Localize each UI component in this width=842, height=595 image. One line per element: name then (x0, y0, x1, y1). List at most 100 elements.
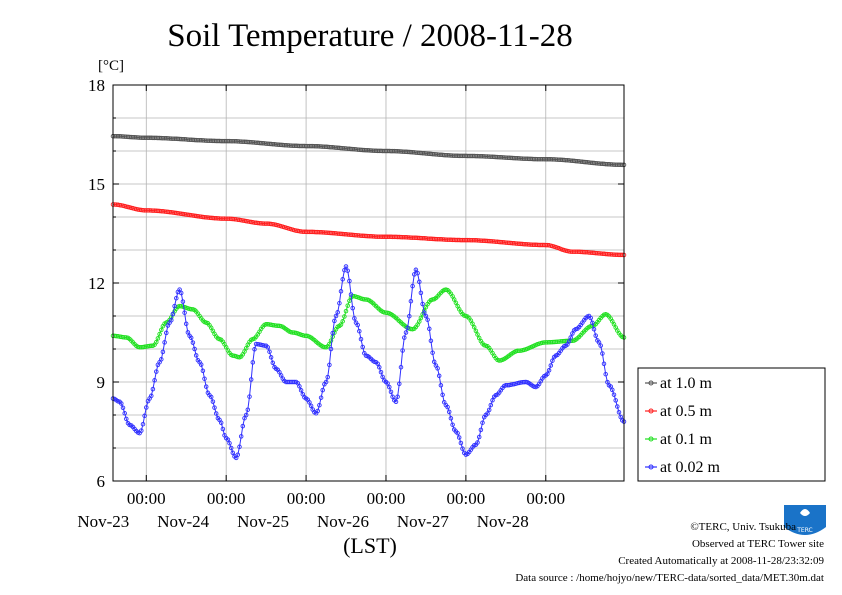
data-point (377, 365, 382, 370)
data-point (315, 408, 320, 414)
legend-box (637, 367, 826, 482)
data-point (417, 319, 422, 324)
data-point (212, 405, 217, 410)
data-point (169, 317, 174, 323)
data-point (262, 343, 267, 348)
data-point (415, 270, 420, 276)
data-point (220, 426, 226, 432)
legend-label: at 0.5 m (660, 403, 713, 420)
data-point (425, 317, 430, 322)
x-date-label: Nov-27 (397, 512, 449, 531)
y-tick-label: 9 (97, 373, 106, 392)
data-point (422, 310, 427, 315)
data-point (332, 318, 337, 324)
data-point (400, 348, 405, 353)
data-point (451, 297, 457, 302)
data-point (600, 351, 605, 356)
data-point (210, 399, 216, 404)
data-point (333, 313, 339, 319)
data-point (154, 339, 159, 345)
y-tick-label: 18 (88, 76, 105, 95)
data-point (307, 400, 312, 405)
data-point (190, 340, 196, 345)
data-point (213, 411, 219, 416)
footer-source: Data source : /home/hojyo/new/TERC-data/… (515, 572, 824, 584)
data-point (545, 371, 550, 377)
data-point (225, 437, 231, 442)
data-point (174, 295, 179, 301)
x-date-label: Nov-24 (157, 512, 209, 531)
data-point (119, 401, 124, 406)
data-point (427, 326, 432, 332)
data-point (601, 361, 607, 367)
data-point (243, 345, 249, 351)
data-point (317, 402, 322, 408)
data-point (267, 349, 272, 354)
data-point (185, 330, 191, 335)
data-point (200, 368, 206, 374)
data-point (202, 376, 207, 381)
y-axis-label: [°C] (98, 58, 124, 74)
logo-shield-icon (784, 505, 826, 535)
data-point (178, 290, 184, 296)
data-point (338, 289, 344, 294)
data-point (480, 420, 485, 425)
data-point (347, 278, 352, 284)
data-point (170, 311, 176, 317)
data-point (615, 404, 620, 409)
data-point (330, 330, 335, 336)
data-point (340, 277, 345, 282)
data-point (325, 374, 330, 380)
x-tick-label: 00:00 (526, 489, 565, 508)
data-point (588, 315, 593, 321)
data-point (453, 300, 459, 306)
x-tick-label: 00:00 (447, 489, 486, 508)
data-point (350, 305, 355, 311)
data-point (203, 384, 209, 389)
data-point (122, 411, 127, 416)
data-point (388, 389, 394, 395)
data-point (150, 386, 156, 392)
data-point (340, 319, 345, 324)
x-tick-label: 00:00 (207, 489, 246, 508)
data-point (240, 423, 246, 429)
data-point (403, 330, 409, 335)
legend-label: at 0.02 m (660, 459, 721, 476)
data-point (157, 331, 162, 337)
data-point (180, 299, 186, 304)
series-line (113, 204, 625, 256)
data-point (486, 407, 492, 413)
y-tick-label: 12 (88, 274, 105, 293)
data-point (375, 361, 380, 366)
data-point (337, 300, 342, 306)
y-tick-label: 6 (97, 472, 106, 491)
terc-logo: TERC (784, 505, 826, 535)
data-point (345, 303, 350, 308)
data-point (590, 320, 595, 326)
data-point (155, 336, 161, 341)
data-point (228, 445, 234, 451)
data-point (548, 363, 554, 368)
data-point (159, 327, 164, 333)
data-point (378, 369, 384, 375)
data-point (237, 444, 242, 450)
data-point (348, 292, 354, 297)
data-point (385, 381, 390, 386)
x-date-label: Nov-26 (317, 512, 369, 531)
data-point (611, 392, 617, 397)
data-point (446, 409, 452, 415)
data-point (598, 343, 603, 348)
data-point (473, 328, 479, 334)
data-point (420, 301, 425, 307)
data-point (245, 407, 251, 412)
data-point (613, 398, 618, 403)
data-point (435, 366, 440, 371)
data-point (192, 346, 197, 352)
data-point (423, 313, 429, 319)
data-point (413, 267, 419, 273)
series-layer (110, 133, 627, 461)
data-point (268, 355, 274, 360)
data-point (395, 394, 400, 399)
chart-title: Soil Temperature / 2008-11-28 (167, 18, 573, 54)
